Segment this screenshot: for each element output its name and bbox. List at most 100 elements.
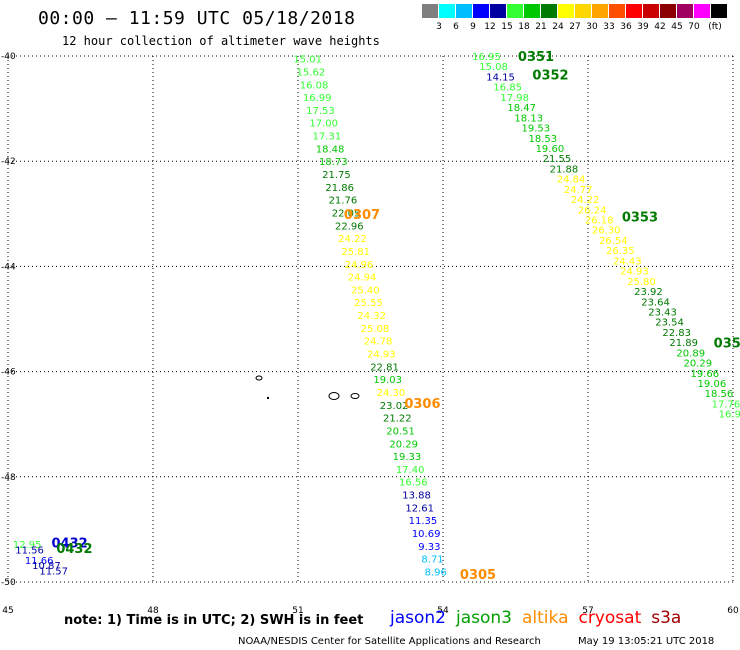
pass-time-label: 0305 — [460, 568, 496, 583]
wave-height-value: 10.87 — [32, 561, 61, 572]
pass-time-label: 0353 — [622, 210, 658, 225]
satellite-legend: jason2 jason3 altika cryosat s3a — [390, 608, 691, 628]
wave-height-value: 12.61 — [405, 503, 434, 514]
wave-height-value: 16.56 — [399, 478, 428, 489]
lat-tick-label: -46 — [1, 368, 16, 378]
island-outline — [328, 392, 340, 400]
color-scale-labels: 3 6 9 12 15 18 21 24 27 30 33 36 39 42 45 70 (ft) — [422, 22, 740, 34]
wave-height-value: 24.22 — [338, 234, 367, 245]
wave-height-value: 17.00 — [309, 119, 338, 130]
wave-height-value: 24.96 — [345, 260, 374, 271]
pass-time-label: 0432 — [52, 537, 88, 552]
color-swatch — [609, 4, 626, 18]
island-outline — [267, 397, 269, 399]
color-scale-label: 18 — [518, 22, 530, 32]
color-scale-label: 24 — [552, 22, 564, 32]
wave-height-value: 16.85 — [493, 83, 522, 94]
wave-height-value: 23.92 — [634, 287, 663, 298]
wave-height-value: 18.47 — [507, 103, 536, 114]
wave-height-value: 21.88 — [550, 164, 579, 175]
color-scale-label: 21 — [535, 22, 547, 32]
wave-height-value: 19.06 — [698, 379, 727, 390]
wave-height-value: 25.80 — [627, 277, 656, 288]
wave-height-value: 18.13 — [514, 113, 543, 124]
lon-tick-label: 60 — [727, 606, 739, 616]
lat-tick-label: -44 — [1, 262, 16, 272]
generation-timestamp: May 19 13:05:21 UTC 2018 — [578, 636, 715, 647]
pass-time-label: 0352 — [532, 68, 568, 83]
color-swatch — [473, 4, 490, 18]
color-swatch — [575, 4, 592, 18]
wave-height-value: 17.53 — [306, 106, 335, 117]
color-swatch — [626, 4, 643, 18]
color-scale-label: 3 — [436, 22, 442, 32]
color-scale-label: 30 — [586, 22, 598, 32]
wave-height-value: 23.54 — [655, 318, 684, 329]
legend-item-cryosat: cryosat — [578, 608, 642, 628]
wave-height-value: 17.98 — [500, 93, 529, 104]
units-note: note: 1) Time is in UTC; 2) SWH is in fe… — [64, 613, 364, 628]
lat-tick-label: -42 — [1, 157, 16, 167]
wave-height-value: 26.54 — [599, 236, 628, 247]
color-swatch — [439, 4, 456, 18]
legend-item-altika: altika — [522, 608, 569, 628]
pass-time-label: 0432 — [56, 542, 92, 557]
wave-height-value: 16.96 — [719, 410, 740, 421]
legend-item-jason2: jason2 — [390, 608, 446, 628]
wave-height-value: 20.29 — [389, 439, 418, 450]
wave-height-value: 24.84 — [557, 175, 586, 186]
wave-height-value: 24.93 — [367, 350, 396, 361]
wave-height-value: 25.55 — [354, 298, 383, 309]
color-scale-label: (ft) — [708, 22, 722, 32]
pass-time-label: 0351 — [518, 50, 554, 65]
wave-height-value: 15.62 — [297, 67, 326, 78]
color-swatch — [677, 4, 694, 18]
color-scale-bar — [422, 4, 728, 18]
wave-height-value: 24.94 — [348, 273, 377, 284]
lon-tick-label: 48 — [147, 606, 159, 616]
wave-height-value: 16.08 — [300, 80, 329, 91]
map-subtitle: 12 hour collection of altimeter wave hei… — [62, 34, 380, 48]
pass-time-label: 035 — [714, 337, 740, 352]
wave-height-value: 14.15 — [486, 72, 515, 83]
wave-height-value: 15.01 — [293, 55, 322, 66]
wave-height-value: 11.35 — [409, 516, 438, 527]
wave-height-value: 17.40 — [396, 465, 425, 476]
lat-tick-label: -50 — [1, 578, 16, 588]
wave-height-value: 22.05 — [332, 208, 361, 219]
color-scale-label: 70 — [688, 22, 700, 32]
wave-height-value: 24.78 — [364, 337, 393, 348]
wave-height-value: 26.30 — [592, 226, 621, 237]
wave-height-value: 19.66 — [691, 369, 720, 380]
wave-height-value: 8.71 — [421, 555, 443, 566]
wave-height-value: 13.88 — [402, 491, 431, 502]
color-scale-label: 9 — [470, 22, 476, 32]
color-swatch — [490, 4, 507, 18]
color-swatch — [422, 4, 439, 18]
wave-height-value: 18.56 — [705, 389, 734, 400]
wave-height-value: 19.60 — [536, 144, 565, 155]
wave-height-value: 26.18 — [585, 216, 614, 227]
wave-height-value: 17.31 — [313, 132, 342, 143]
wave-height-value: 21.86 — [325, 183, 354, 194]
wave-height-value: 18.53 — [529, 134, 558, 145]
color-swatch — [507, 4, 524, 18]
wave-height-value: 8.96 — [425, 567, 447, 578]
lat-tick-label: -48 — [1, 473, 16, 483]
wave-height-value: 24.22 — [571, 195, 600, 206]
wave-height-value: 15.08 — [479, 62, 508, 73]
color-scale-label: 15 — [501, 22, 513, 32]
credit-text: NOAA/NESDIS Center for Satellite Applica… — [238, 636, 541, 647]
legend-item-s3a: s3a — [651, 608, 682, 628]
wave-height-value: 25.40 — [351, 285, 380, 296]
wave-height-value: 11.66 — [25, 556, 54, 567]
color-scale-label: 33 — [603, 22, 615, 32]
wave-height-value: 21.89 — [669, 338, 698, 349]
color-swatch — [524, 4, 541, 18]
wave-height-value: 23.02 — [380, 401, 409, 412]
map-grid — [7, 55, 734, 583]
color-scale-label: 27 — [569, 22, 581, 32]
wave-height-value: 24.30 — [377, 388, 406, 399]
